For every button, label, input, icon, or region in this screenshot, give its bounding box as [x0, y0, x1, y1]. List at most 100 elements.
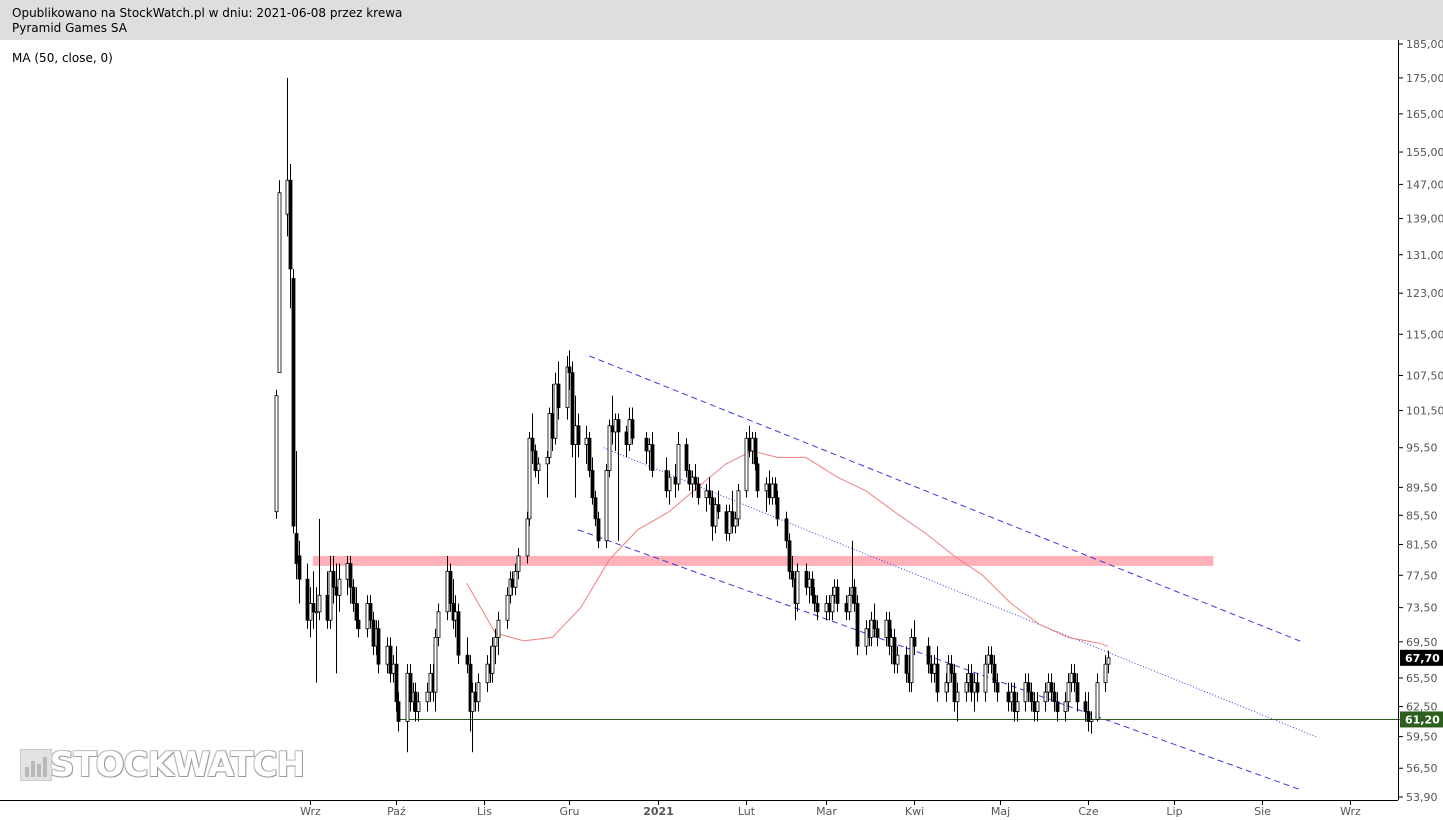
candle: [408, 664, 413, 712]
candle: [1012, 682, 1017, 722]
candle: [713, 497, 718, 534]
candle: [744, 431, 749, 498]
candle: [673, 463, 678, 498]
candle-body: [391, 663, 396, 674]
candle: [804, 563, 809, 596]
y-tick-label: 69,50: [1406, 636, 1438, 649]
candles-layer: [274, 77, 1111, 753]
candle: [716, 490, 721, 519]
candle: [513, 563, 518, 596]
candle-body: [567, 366, 572, 374]
candle-body: [274, 395, 279, 513]
candle: [294, 450, 299, 580]
candle-body: [453, 611, 458, 621]
candle: [584, 425, 589, 464]
candle-body: [584, 437, 589, 445]
candle: [616, 413, 621, 541]
y-tick-label: 56,50: [1406, 762, 1438, 775]
candle-body: [1009, 691, 1014, 703]
candle: [1055, 692, 1060, 722]
y-tick-label: 155,00: [1406, 146, 1443, 159]
candle: [394, 646, 399, 712]
candle-body: [573, 425, 578, 445]
candle: [707, 477, 712, 505]
candle-body: [889, 637, 894, 647]
candle: [311, 571, 316, 629]
candle-body: [385, 645, 390, 665]
candle: [693, 463, 698, 491]
candle-body: [311, 603, 316, 613]
candle: [376, 620, 381, 674]
candle-body: [747, 437, 752, 452]
candle-body: [1052, 691, 1057, 703]
candle: [807, 571, 812, 604]
candle-body: [690, 476, 695, 485]
candle-body: [730, 511, 735, 527]
candle-body: [964, 682, 969, 693]
candle: [827, 595, 832, 621]
candle-body: [1055, 701, 1060, 712]
candle: [325, 571, 330, 629]
candle: [687, 463, 692, 491]
candle: [470, 682, 475, 753]
candle: [516, 548, 521, 580]
candle-body: [912, 637, 917, 647]
published-line: Opublikowano na StockWatch.pl w dniu: 20…: [12, 6, 403, 20]
candle: [545, 450, 550, 498]
candle: [895, 646, 900, 674]
candle: [935, 646, 940, 702]
candle-body: [1043, 691, 1048, 703]
y-tick-label: 131,00: [1406, 249, 1443, 262]
candle: [830, 587, 835, 621]
candle: [533, 444, 538, 478]
candle: [949, 655, 954, 683]
candle-body: [556, 383, 561, 408]
candle-body: [587, 437, 592, 471]
candle-body: [787, 540, 792, 572]
candle-body: [1075, 682, 1080, 703]
candle-body: [713, 504, 718, 527]
candle: [952, 664, 957, 712]
candle-body: [687, 470, 692, 485]
candle-body: [716, 504, 721, 513]
candle: [328, 555, 333, 629]
candle-body: [607, 425, 612, 471]
candle: [433, 628, 438, 712]
candle: [1086, 692, 1091, 732]
candle: [485, 655, 490, 693]
candle-body: [872, 619, 877, 630]
candle-body: [707, 490, 712, 499]
candle: [650, 431, 655, 478]
candle-body: [972, 682, 977, 693]
x-tick-label: Lis: [477, 805, 492, 818]
y-tick-label: 175,00: [1406, 72, 1443, 85]
candle: [425, 682, 430, 712]
candle-body: [630, 419, 635, 439]
support-price-badge: [1400, 711, 1443, 728]
candle: [983, 655, 988, 702]
candle: [872, 603, 877, 638]
candle-body: [664, 470, 669, 492]
candle: [775, 490, 780, 527]
candle-body: [513, 570, 518, 588]
candle: [505, 587, 510, 629]
x-tick-label: Wrz: [1340, 805, 1361, 818]
candle-body: [992, 663, 997, 684]
candle: [684, 438, 689, 478]
resistance-zone: [312, 555, 1214, 566]
candle: [337, 563, 342, 612]
candle: [413, 682, 418, 722]
candle: [297, 540, 302, 604]
candle: [288, 163, 293, 309]
candle-body: [736, 490, 741, 520]
x-tick-label: 2021: [643, 805, 674, 818]
candle: [755, 457, 760, 498]
x-tick-label: Sie: [1254, 805, 1271, 818]
candle: [750, 431, 755, 464]
candle: [1103, 655, 1108, 693]
candle-body: [590, 470, 595, 499]
axes-layer: 185,00 175,00 165,00 155,00 147,00 139,00 131,…: [0, 38, 1443, 818]
candle: [710, 490, 715, 541]
candle-body: [869, 619, 874, 638]
candle: [428, 664, 433, 702]
